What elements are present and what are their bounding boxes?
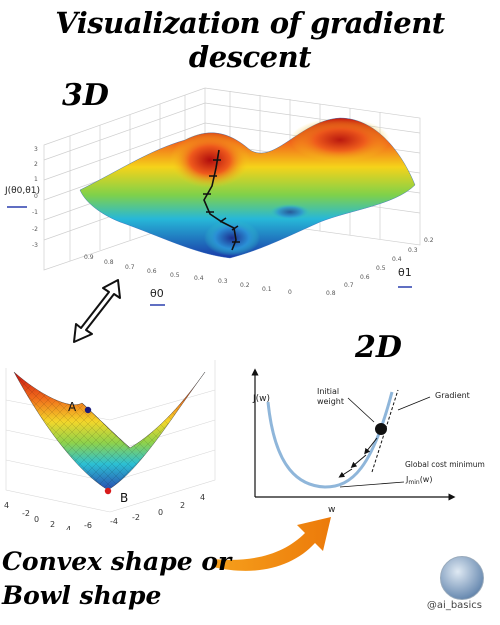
cost-curve-2d: J(w) w Initial weight Gradient Global co…	[251, 368, 485, 515]
point-b-marker	[104, 487, 112, 495]
x-axis-label: θ0	[150, 287, 164, 300]
y-tick: 0.3	[408, 247, 418, 254]
point-b-label: B	[120, 491, 128, 505]
gradient-pointer	[397, 396, 431, 411]
bowl-caption: Convex shape or Bowl shape	[2, 545, 231, 613]
bowl-x-tick: 4	[66, 525, 71, 530]
y-tick: 0.5	[376, 265, 386, 272]
x-tick: 0.8	[104, 259, 114, 266]
point-a-label: A	[68, 400, 77, 414]
x-tick: 0.5	[170, 272, 180, 279]
z-tick: 1	[34, 176, 38, 183]
jmin-label: Jmin(w)	[405, 475, 432, 486]
x-tick: 0.1	[262, 286, 272, 293]
y-tick: 0.7	[344, 282, 354, 289]
z-tick: 3	[34, 146, 38, 153]
bowl-y-tick: -4	[110, 517, 118, 526]
plot3d-y-ticks: 0.2 0.3 0.4 0.5 0.6 0.7 0.8	[326, 237, 434, 297]
ylabel-2d: J(w)	[252, 394, 270, 404]
global-min-label: Global cost minimum	[405, 460, 485, 469]
z-tick: 2	[34, 161, 38, 168]
caption-line-1: Convex shape or	[2, 547, 232, 576]
min-pointer	[339, 481, 405, 488]
z-tick: 0	[34, 193, 38, 200]
y-tick: 0.2	[424, 237, 434, 244]
x-tick: 0.3	[218, 278, 228, 285]
z-axis-label: J(θ0,θ1)	[4, 186, 40, 196]
gradient-label: Gradient	[435, 391, 470, 400]
initial-weight-pointer	[347, 397, 375, 423]
z-tick: -1	[32, 209, 38, 216]
plot3d-x-ticks: 0.9 0.8 0.7 0.6 0.5 0.4 0.3 0.2 0.1 0	[84, 254, 292, 296]
curved-arrow-icon	[213, 517, 331, 571]
bowl-y-tick: 2	[180, 501, 185, 510]
bowl-y-tick: 4	[200, 493, 205, 502]
z-tick: -2	[32, 226, 38, 233]
x-tick: 0.7	[125, 264, 135, 271]
xlabel-2d: w	[328, 505, 335, 515]
bowl-x-tick: -2	[22, 509, 30, 518]
convex-bowl-plot: A B 4 -2 0 2 4 -6 -4 -2 0 2 4	[4, 360, 216, 530]
y-axis-label: θ1	[398, 266, 412, 279]
bowl-y-ticks: -6 -4 -2 0 2 4	[84, 493, 205, 530]
label-3d: 3D	[62, 78, 109, 113]
bowl-y-tick: -2	[132, 513, 140, 522]
label-2d: 2D	[355, 330, 402, 365]
double-arrow-icon	[73, 279, 121, 343]
z-tick: -3	[32, 242, 38, 249]
author-handle[interactable]: @ai_basics	[426, 600, 482, 611]
bowl-x-tick: 2	[50, 520, 55, 529]
point-a-marker	[84, 406, 92, 414]
x-tick: 0.9	[84, 254, 94, 261]
plot3d-z-ticks: 3 2 1 0 -1 -2 -3	[32, 146, 38, 249]
x-tick: 0	[288, 289, 292, 296]
gradient-tangent	[371, 389, 399, 473]
avatar	[440, 556, 484, 600]
bowl-y-tick: -6	[84, 521, 92, 530]
x-tick: 0.6	[147, 268, 157, 275]
initial-weight-label-1: Initial	[317, 387, 339, 396]
bowl-x-tick: 0	[34, 515, 39, 524]
surface-plot-3d: 3 2 1 0 -1 -2 -3 J(θ0,θ1) 0.9 0.8 0.7 0.…	[4, 87, 434, 306]
y-tick: 0.8	[326, 290, 336, 297]
y-tick: 0.4	[392, 256, 402, 263]
x-tick: 0.2	[240, 282, 250, 289]
initial-weight-label-2: weight	[317, 397, 344, 406]
page-title: Visualization of gradient descent	[55, 6, 445, 74]
bowl-surface	[13, 371, 206, 491]
y-tick: 0.6	[360, 274, 370, 281]
cost-surface	[79, 117, 416, 259]
caption-line-2: Bowl shape	[2, 581, 162, 610]
descent-path-3d	[203, 149, 240, 251]
x-tick: 0.4	[194, 275, 204, 282]
cost-curve	[266, 391, 394, 489]
bowl-x-ticks: 4 -2 0 2 4	[4, 501, 71, 530]
initial-weight-ball	[375, 423, 387, 435]
bowl-x-tick: 4	[4, 501, 9, 510]
descent-steps-2d	[338, 437, 378, 478]
bowl-y-tick: 0	[158, 508, 163, 517]
